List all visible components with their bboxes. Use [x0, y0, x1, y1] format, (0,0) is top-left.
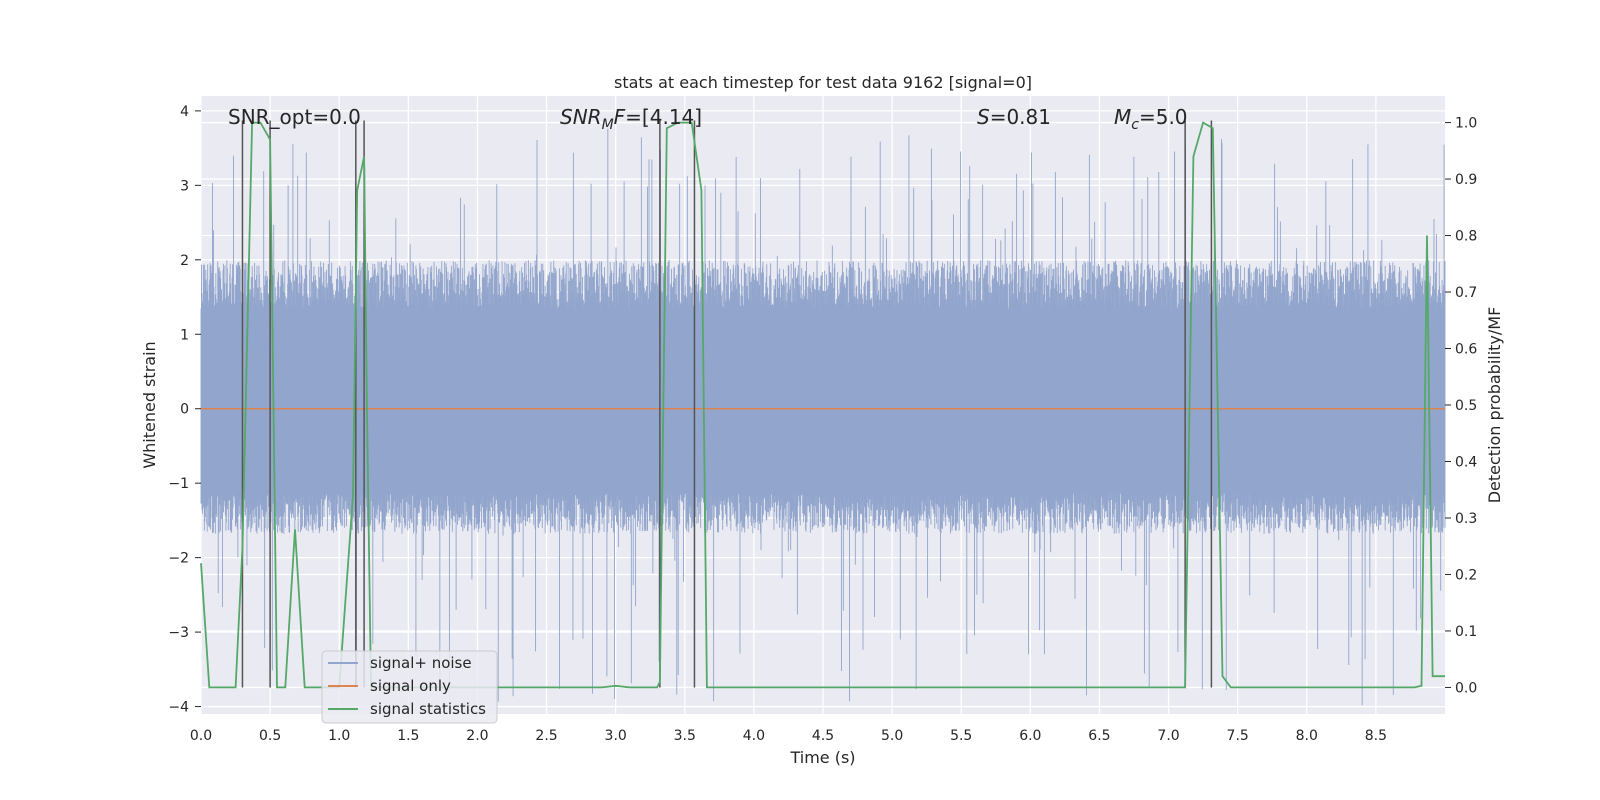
noise-core-band — [201, 306, 1445, 495]
y-tick-label-right: 0.7 — [1455, 285, 1477, 301]
x-tick-label: 6.5 — [1088, 728, 1110, 744]
y-tick-label-left: −3 — [168, 625, 189, 641]
annotation-mc-sub: c — [1131, 117, 1139, 133]
legend: signal+ noise signal only signal statist… — [321, 650, 498, 724]
annotation-snr-opt: SNR_opt=0.0 — [228, 105, 361, 129]
x-tick-label: 4.5 — [812, 728, 834, 744]
annotation-s-base: S — [977, 105, 990, 129]
x-tick-label: 2.5 — [535, 728, 557, 744]
series-signal-plus-noise — [200, 128, 1446, 706]
y-tick-label-right: 0.2 — [1455, 567, 1477, 583]
annotation-mc: Mc=5.0 — [1114, 105, 1188, 133]
x-tick-label: 7.0 — [1157, 728, 1179, 744]
x-tick-label: 3.5 — [674, 728, 696, 744]
annotation-snr-mf-mid: F — [614, 105, 626, 129]
x-tick-label: 8.0 — [1296, 728, 1318, 744]
annotation-snr-mf-value: =[4.14] — [625, 105, 702, 129]
x-axis-label: Time (s) — [789, 748, 855, 767]
x-tick-label: 1.5 — [397, 728, 419, 744]
y-tick-label-right: 0.6 — [1455, 342, 1477, 358]
legend-label-signal-only: signal only — [370, 677, 451, 695]
x-tick-label: 2.0 — [466, 728, 488, 744]
annotation-mc-base: M — [1114, 105, 1131, 129]
y-tick-label-right: 0.1 — [1455, 624, 1477, 640]
y-tick-label-left: 0 — [180, 402, 189, 418]
x-tick-label: 4.0 — [743, 728, 765, 744]
x-tick-label: 0.0 — [190, 728, 212, 744]
y-tick-label-left: −1 — [168, 476, 189, 492]
annotation-snr-mf-sub: M — [602, 117, 614, 133]
y-tick-label-left: 2 — [180, 253, 189, 269]
annotation-snr-mf: SNRMF=[4.14] — [560, 105, 702, 133]
x-tick-label: 3.0 — [605, 728, 627, 744]
y-tick-label-left: 4 — [180, 104, 189, 120]
x-tick-label: 1.0 — [328, 728, 350, 744]
x-axis-ticks: 0.0 0.5 1.0 1.5 2.0 2.5 3.0 3.5 4.0 4.5 5.0 5.5 6.0 6… — [190, 728, 1387, 744]
x-tick-label: 7.5 — [1227, 728, 1249, 744]
x-tick-label: 8.5 — [1365, 728, 1387, 744]
y-tick-label-right: 0.3 — [1455, 511, 1477, 527]
y-tick-label-left: 3 — [180, 178, 189, 194]
y-tick-label-right: 0.5 — [1455, 398, 1477, 414]
legend-label-signal-plus-noise: signal+ noise — [370, 654, 472, 672]
y-tick-label-right: 0.9 — [1455, 172, 1477, 188]
detection-markers — [241, 120, 1213, 688]
annotation-s: S=0.81 — [977, 105, 1051, 129]
y-tick-label-left: −4 — [168, 700, 189, 716]
annotation-snr-mf-base: SNR — [560, 105, 602, 129]
y-tick-label-left: −2 — [168, 551, 189, 567]
y-axis-left-label: Whitened strain — [140, 341, 159, 468]
y-tick-label-right: 0.0 — [1455, 680, 1477, 696]
y-axis-left-ticks: 4 3 2 1 0 −1 −2 −3 −4 — [168, 104, 201, 716]
legend-label-signal-statistics: signal statistics — [370, 700, 486, 718]
chart-title: stats at each timestep for test data 916… — [614, 73, 1032, 92]
series-signal-statistics — [200, 121, 1445, 689]
y-axis-right-label: Detection probability/MF — [1485, 307, 1504, 504]
y-tick-label-right: 0.8 — [1455, 229, 1477, 245]
y-axis-right-ticks: 1.0 0.9 0.8 0.7 0.6 0.5 0.4 0.3 0.2 0.1 0.0 — [1445, 116, 1477, 696]
x-tick-label: 5.5 — [950, 728, 972, 744]
x-tick-label: 6.0 — [1019, 728, 1041, 744]
y-tick-label-right: 1.0 — [1455, 116, 1477, 132]
y-tick-label-right: 0.4 — [1455, 454, 1477, 470]
legend-box — [321, 650, 498, 724]
y-tick-label-left: 1 — [180, 327, 189, 343]
x-tick-label: 0.5 — [259, 728, 281, 744]
x-tick-label: 5.0 — [881, 728, 903, 744]
annotation-s-value: =0.81 — [990, 105, 1051, 129]
annotation-mc-value: =5.0 — [1139, 105, 1188, 129]
